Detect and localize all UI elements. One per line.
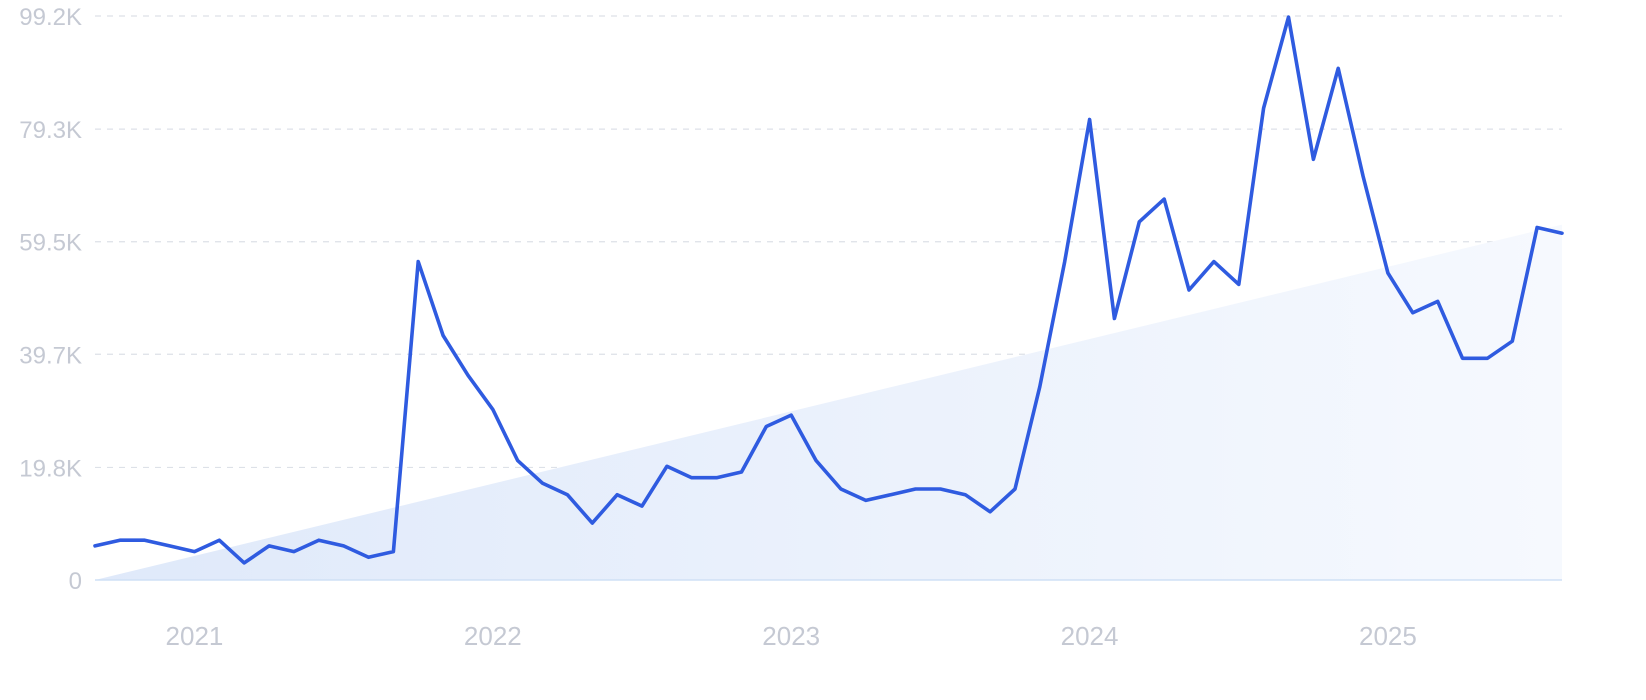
series-line — [93, 15, 1564, 565]
x-tick-label: 2023 — [762, 621, 820, 651]
data-point — [590, 521, 594, 525]
data-point — [1138, 220, 1142, 224]
y-tick-label: 0 — [69, 568, 82, 595]
data-point — [541, 482, 545, 486]
y-tick-label: 59.5K — [19, 230, 82, 257]
data-point — [988, 510, 992, 514]
data-point — [1560, 231, 1564, 235]
data-point — [1510, 339, 1514, 343]
data-point — [889, 493, 893, 497]
data-point — [1113, 317, 1117, 321]
data-point — [615, 493, 619, 497]
data-point — [939, 487, 943, 491]
x-axis-ticks: 2021 2022 2023 2024 2025 — [166, 621, 1417, 651]
data-point — [665, 464, 669, 468]
data-point — [168, 544, 172, 548]
data-point — [914, 487, 918, 491]
data-point — [1187, 288, 1191, 292]
data-point — [1361, 175, 1365, 179]
data-point — [1535, 226, 1539, 230]
data-point — [516, 459, 520, 463]
data-point — [193, 550, 197, 554]
data-point — [640, 504, 644, 508]
data-point — [740, 470, 744, 474]
data-point — [93, 544, 97, 548]
data-point — [864, 499, 868, 503]
data-point — [1486, 356, 1490, 360]
data-point — [392, 550, 396, 554]
data-point — [1411, 311, 1415, 315]
data-point — [367, 555, 371, 559]
data-point — [1088, 118, 1092, 122]
x-tick-label: 2022 — [464, 621, 522, 651]
data-point — [466, 374, 470, 378]
data-point — [118, 538, 122, 542]
data-point — [789, 413, 793, 417]
data-point — [839, 487, 843, 491]
data-point — [566, 493, 570, 497]
y-tick-label: 99.2K — [19, 4, 82, 31]
data-point — [1312, 157, 1316, 161]
data-point — [143, 538, 147, 542]
data-point — [1287, 15, 1291, 19]
x-tick-label: 2024 — [1061, 621, 1119, 651]
data-point — [1262, 106, 1266, 110]
data-point — [416, 260, 420, 264]
x-tick-label: 2025 — [1359, 621, 1417, 651]
x-tick-label: 2021 — [166, 621, 224, 651]
y-axis-ticks: 0 19.8K 39.7K 59.5K 79.3K 99.2K — [19, 4, 82, 595]
data-point — [317, 538, 321, 542]
data-point — [814, 459, 818, 463]
data-point — [1237, 283, 1241, 287]
data-point — [1212, 260, 1216, 264]
data-point — [1336, 67, 1340, 71]
y-tick-label: 19.8K — [19, 455, 82, 482]
data-point — [1013, 487, 1017, 491]
data-point — [1162, 197, 1166, 201]
data-point — [441, 334, 445, 338]
data-point — [715, 476, 719, 480]
data-point — [292, 550, 296, 554]
data-point — [765, 425, 769, 429]
data-point — [1038, 385, 1042, 389]
data-point — [267, 544, 271, 548]
data-point — [1461, 356, 1465, 360]
data-point — [690, 476, 694, 480]
data-point — [491, 408, 495, 412]
data-point — [342, 544, 346, 548]
y-tick-label: 79.3K — [19, 117, 82, 144]
data-point — [218, 538, 222, 542]
data-point — [1063, 260, 1067, 264]
data-point — [963, 493, 967, 497]
data-point — [242, 561, 246, 565]
y-tick-label: 39.7K — [19, 342, 82, 369]
data-point — [1436, 300, 1440, 304]
data-point — [1386, 271, 1390, 275]
trend-area — [95, 224, 1562, 580]
